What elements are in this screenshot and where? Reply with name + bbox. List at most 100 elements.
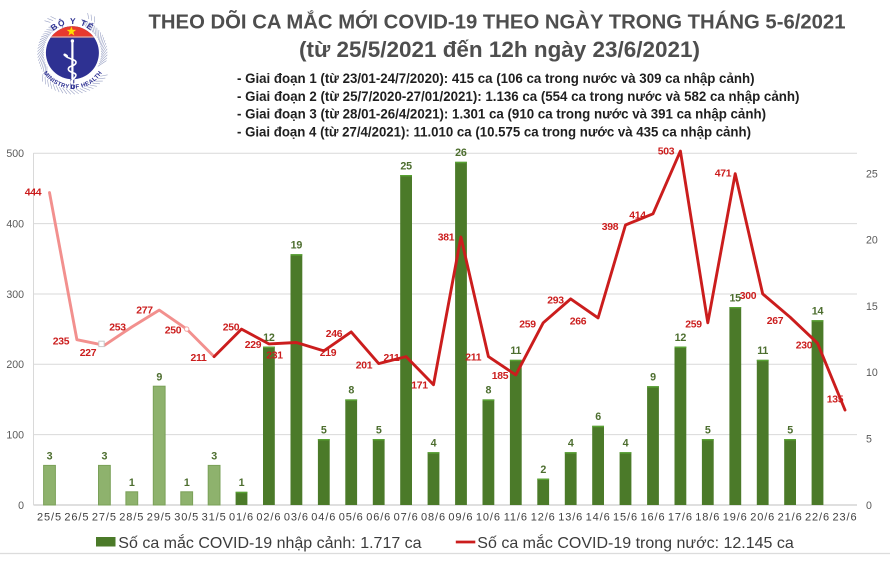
svg-text:300: 300 [740,291,757,302]
svg-text:09/6: 09/6 [448,511,473,523]
svg-text:300: 300 [6,289,24,301]
svg-text:500: 500 [6,148,24,160]
svg-text:503: 503 [658,147,675,158]
svg-text:02/6: 02/6 [256,511,281,523]
svg-text:26: 26 [455,147,467,159]
svg-text:5: 5 [787,424,793,436]
svg-text:219: 219 [320,348,337,359]
svg-text:21/6: 21/6 [778,511,803,523]
svg-text:20: 20 [866,235,878,247]
svg-text:1: 1 [239,477,245,489]
svg-text:6: 6 [595,411,601,423]
svg-text:5: 5 [705,424,711,436]
svg-text:19: 19 [291,240,303,252]
svg-text:259: 259 [519,319,536,330]
svg-text:227: 227 [80,348,97,359]
svg-text:11/6: 11/6 [504,511,528,523]
svg-text:235: 235 [53,337,70,348]
svg-text:31/5: 31/5 [202,511,227,523]
svg-text:22/6: 22/6 [805,511,830,523]
svg-text:293: 293 [547,296,564,307]
svg-text:277: 277 [136,305,153,316]
svg-text:185: 185 [492,371,509,382]
svg-text:171: 171 [411,381,428,392]
svg-text:259: 259 [685,319,702,330]
svg-text:18/6: 18/6 [695,511,720,523]
svg-text:15/6: 15/6 [613,511,638,523]
svg-text:1: 1 [184,477,190,489]
svg-text:- Giai đoạn 4 (từ 27/4/2021):: - Giai đoạn 4 (từ 27/4/2021): 11.010 ca … [237,124,751,140]
svg-text:266: 266 [570,316,587,327]
svg-text:11: 11 [510,345,521,357]
svg-text:(từ 25/5/2021 đến 12h ngày 23/: (từ 25/5/2021 đến 12h ngày 23/6/2021) [299,37,700,62]
svg-text:211: 211 [190,353,206,364]
svg-text:16/6: 16/6 [640,511,665,523]
svg-text:01/6: 01/6 [229,511,254,523]
svg-text:25: 25 [866,168,878,180]
svg-text:08/6: 08/6 [421,511,446,523]
svg-text:11: 11 [757,345,768,357]
svg-text:- Giai đoạn 2 (từ 25/7/2020-27: - Giai đoạn 2 (từ 25/7/2020-27/01/2021):… [237,89,800,105]
svg-text:201: 201 [356,360,373,371]
svg-text:230: 230 [796,340,813,351]
svg-text:100: 100 [6,429,24,441]
svg-text:5: 5 [321,424,327,436]
svg-text:07/6: 07/6 [394,511,419,523]
svg-text:8: 8 [348,385,354,397]
svg-text:211: 211 [383,353,399,364]
svg-text:25: 25 [400,160,412,172]
svg-text:15: 15 [866,301,878,313]
svg-text:30/5: 30/5 [174,511,199,523]
svg-text:12/6: 12/6 [531,511,556,523]
svg-text:17/6: 17/6 [668,511,693,523]
svg-text:200: 200 [6,359,24,371]
svg-text:14: 14 [812,306,824,318]
svg-text:28/5: 28/5 [119,511,144,523]
svg-text:0: 0 [866,500,872,512]
svg-text:Số ca mắc COVID-19 nhập cảnh:: Số ca mắc COVID-19 nhập cảnh: 1.717 ca [118,533,421,552]
svg-text:29/5: 29/5 [147,511,172,523]
svg-text:246: 246 [326,329,343,340]
svg-text:398: 398 [602,222,619,233]
svg-text:253: 253 [109,322,126,333]
svg-text:03/6: 03/6 [284,511,309,523]
svg-text:414: 414 [629,210,646,221]
svg-text:06/6: 06/6 [366,511,391,523]
svg-text:04/6: 04/6 [311,511,336,523]
svg-text:135: 135 [827,394,844,405]
svg-text:2: 2 [540,464,546,476]
svg-text:12: 12 [675,332,687,344]
svg-text:10/6: 10/6 [476,511,501,523]
svg-text:250: 250 [165,325,182,336]
svg-text:20/6: 20/6 [750,511,775,523]
svg-text:4: 4 [568,438,574,450]
svg-text:211: 211 [465,353,481,364]
svg-text:471: 471 [715,169,732,180]
svg-text:4: 4 [431,438,437,450]
svg-text:444: 444 [25,187,42,198]
svg-text:9: 9 [156,372,162,384]
svg-text:5: 5 [376,424,382,436]
svg-text:231: 231 [266,350,283,361]
svg-text:14/6: 14/6 [586,511,611,523]
svg-text:400: 400 [6,218,24,230]
svg-text:5: 5 [866,434,872,446]
svg-text:8: 8 [486,385,492,397]
svg-text:229: 229 [245,340,262,351]
svg-text:381: 381 [438,232,455,243]
svg-text:27/5: 27/5 [92,511,117,523]
svg-text:- Giai đoạn 1 (từ 23/01-24/7/2: - Giai đoạn 1 (từ 23/01-24/7/2020): 415 … [237,71,755,87]
svg-text:- Giai đoạn 3 (từ 28/01-26/4/2: - Giai đoạn 3 (từ 28/01-26/4/2021): 1.30… [237,107,766,123]
svg-text:19/6: 19/6 [723,511,748,523]
svg-text:3: 3 [102,451,108,463]
svg-text:Số ca mắc COVID-19 trong nước:: Số ca mắc COVID-19 trong nước: 12.145 ca [477,533,794,552]
svg-text:25/5: 25/5 [37,511,62,523]
svg-text:4: 4 [623,438,629,450]
svg-text:1: 1 [129,477,135,489]
svg-text:3: 3 [211,451,217,463]
svg-text:10: 10 [866,367,878,379]
svg-text:267: 267 [767,316,784,327]
svg-text:0: 0 [18,500,24,512]
svg-text:05/6: 05/6 [339,511,364,523]
svg-text:13/6: 13/6 [558,511,583,523]
